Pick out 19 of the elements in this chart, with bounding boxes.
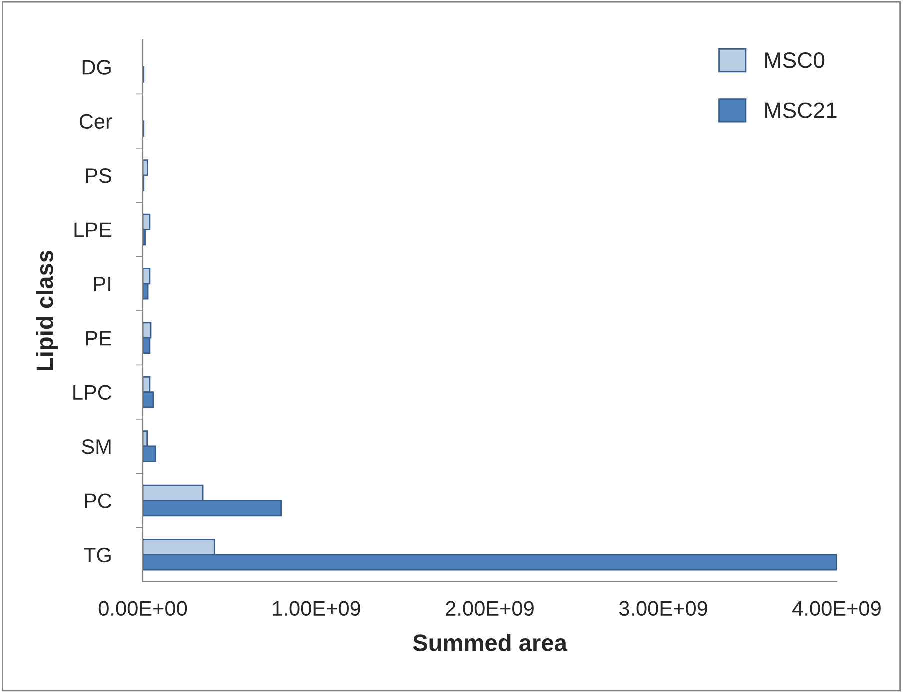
y-tick-label: Cer: [80, 114, 112, 130]
x-tick-label: 0.00E+00: [98, 601, 188, 616]
x-tick-label: 2.00E+09: [446, 601, 534, 616]
y-axis-title: Lipid class: [36, 250, 58, 370]
y-tick-label: LPC: [74, 385, 112, 400]
y-tick-label: TG: [84, 548, 111, 563]
y-tick-label: PE: [86, 331, 112, 346]
legend-label: MSC0: [766, 52, 825, 68]
x-axis-title: Summed area: [413, 634, 568, 652]
y-tick-label: PS: [86, 168, 112, 184]
y-tick-label: DG: [82, 60, 111, 75]
x-tick-label: 1.00E+09: [273, 601, 360, 616]
y-tick-label: SM: [82, 440, 111, 454]
y-tick-label: LPE: [74, 222, 112, 238]
x-tick-label: 3.00E+09: [619, 601, 708, 616]
y-tick-label: PC: [85, 494, 112, 508]
legend-label: MSC21: [766, 102, 837, 118]
x-tick-label: 4.00E+09: [792, 601, 881, 616]
y-tick-label: PI: [94, 277, 111, 292]
